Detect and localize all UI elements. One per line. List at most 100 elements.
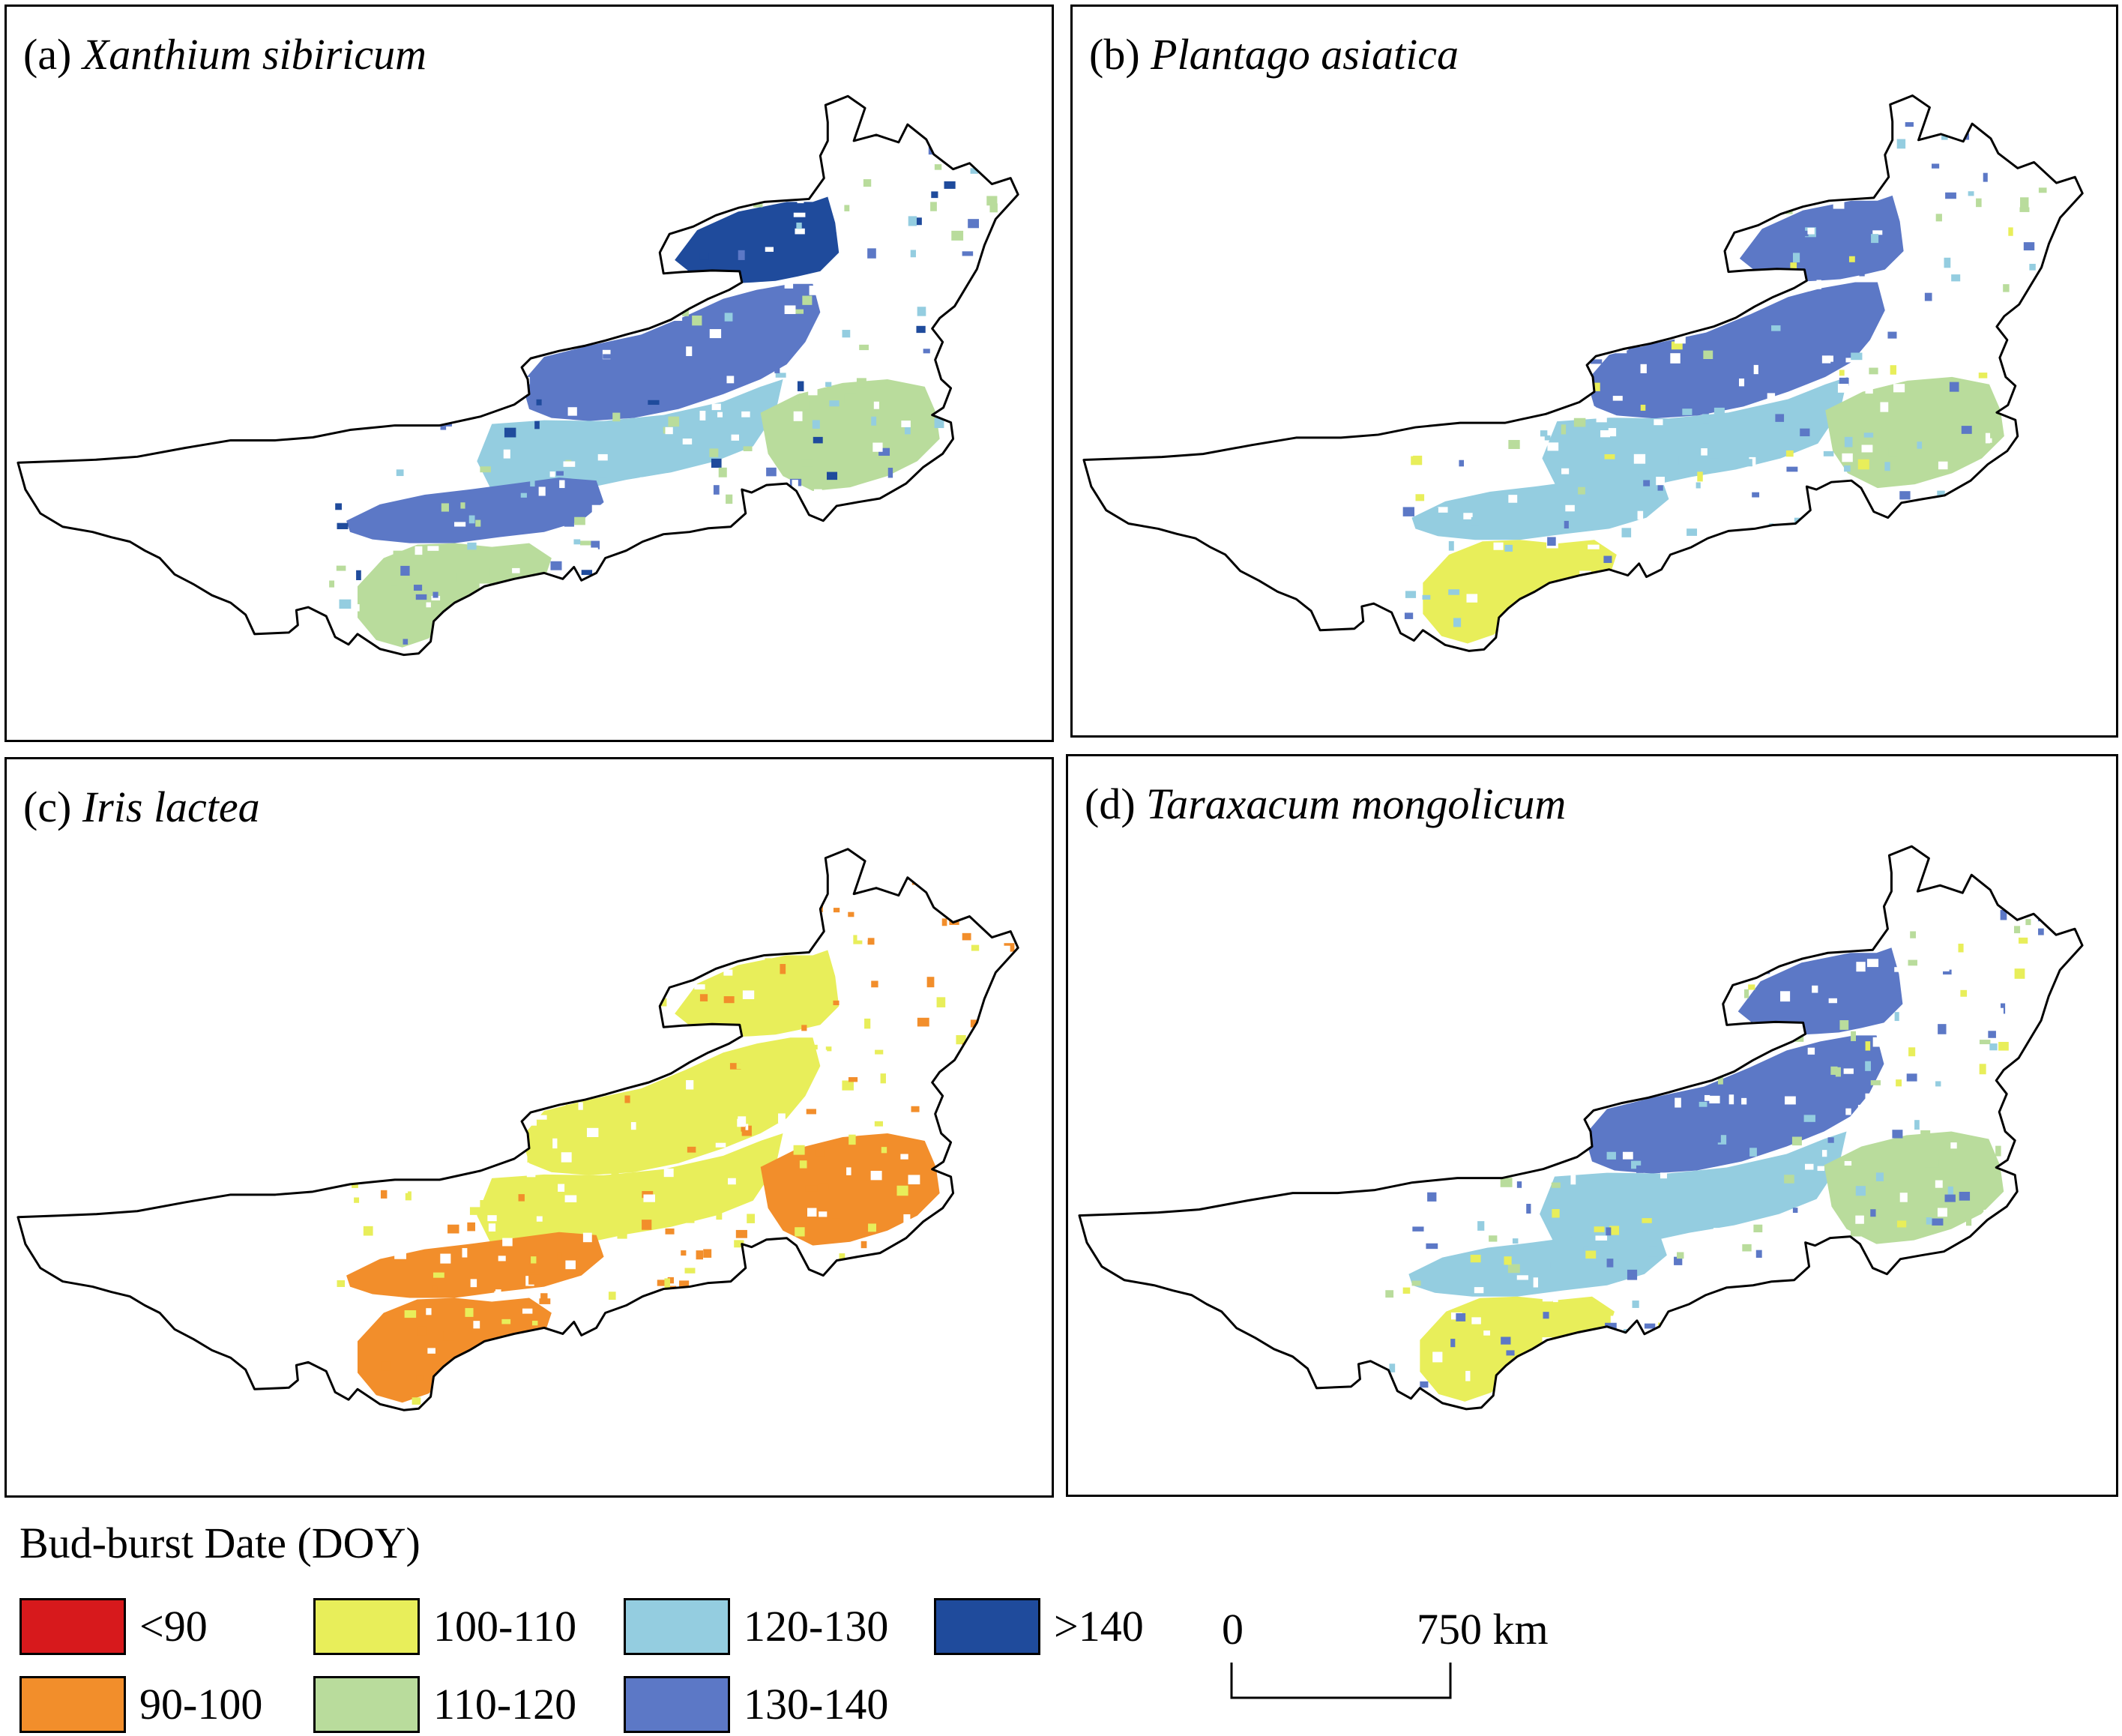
raster-cell [881, 1147, 887, 1154]
raster-cell [906, 956, 918, 963]
raster-cell [363, 1226, 373, 1236]
raster-cell [522, 1363, 530, 1373]
raster-cell [427, 1348, 435, 1354]
raster-cell [1542, 1294, 1553, 1302]
raster-cell [1404, 612, 1414, 619]
raster-cell [1524, 137, 1529, 148]
raster-cell [1485, 382, 1496, 389]
raster-cell [1684, 1030, 1692, 1040]
raster-cell [2027, 505, 2033, 515]
raster-cell [432, 591, 438, 598]
raster-cell [2059, 170, 2071, 177]
raster-cell [1596, 175, 1605, 183]
raster-cell [923, 880, 929, 886]
raster-cell [634, 243, 645, 250]
raster-cell [442, 1162, 449, 1172]
raster-cell [710, 196, 721, 204]
raster-cell [520, 492, 527, 498]
raster-cell [1564, 292, 1573, 298]
map-region-northeast [675, 196, 840, 284]
raster-cell [808, 387, 818, 396]
raster-cell [2062, 225, 2071, 230]
raster-cell [1561, 163, 1573, 169]
raster-cell [1997, 1289, 2002, 1299]
raster-cell [482, 609, 491, 617]
raster-cell [1941, 926, 1947, 936]
raster-cell [322, 459, 329, 465]
raster-cell [916, 325, 926, 334]
raster-cell [623, 583, 629, 593]
raster-cell [1591, 1102, 1601, 1107]
raster-cell [2070, 1376, 2076, 1385]
raster-cell [432, 1272, 444, 1278]
raster-cell [339, 599, 352, 609]
raster-cell [1758, 929, 1769, 940]
raster-cell [1396, 417, 1402, 427]
raster-cell [741, 411, 750, 418]
raster-cell [1844, 1160, 1852, 1166]
raster-cell [1572, 1339, 1580, 1347]
raster-cell [1552, 235, 1558, 244]
raster-cell [1971, 1326, 1983, 1332]
raster-cell [1480, 206, 1490, 216]
raster-cell [532, 975, 540, 980]
raster-cell [840, 124, 845, 133]
raster-cell [765, 558, 770, 569]
raster-cell [389, 195, 397, 202]
raster-cell [969, 1375, 979, 1381]
raster-cell [577, 1037, 583, 1045]
raster-cell [936, 997, 946, 1007]
raster-cell [2057, 554, 2064, 561]
raster-cell [2038, 928, 2044, 935]
raster-cell [706, 181, 718, 191]
raster-cell [394, 1252, 407, 1259]
raster-cell [1633, 453, 1646, 464]
raster-cell [1713, 1228, 1722, 1236]
raster-cell [1855, 1215, 1864, 1224]
raster-cell [1844, 1250, 1854, 1260]
raster-cell [550, 611, 561, 621]
raster-cell [445, 1130, 456, 1136]
scale-bar-max-label: 750 km [1417, 1605, 1549, 1654]
raster-cell [1908, 597, 1916, 606]
raster-cell [1446, 225, 1453, 232]
raster-cell [724, 313, 733, 322]
raster-cell [1875, 1172, 1884, 1181]
raster-cell [1642, 1309, 1651, 1319]
raster-cell [483, 567, 489, 577]
raster-cell [880, 1073, 886, 1084]
raster-cell [767, 579, 774, 587]
raster-cell [1986, 1390, 1998, 1401]
raster-cell [615, 994, 621, 1001]
raster-cell [939, 592, 946, 600]
raster-cell [711, 1389, 723, 1396]
raster-cell [2018, 937, 2028, 944]
raster-cell [1771, 325, 1781, 331]
raster-cell [1865, 1061, 1871, 1071]
raster-cell [648, 400, 660, 406]
raster-cell [548, 533, 556, 539]
raster-cell [1860, 1318, 1872, 1327]
raster-cell [2005, 470, 2012, 480]
raster-cell [825, 136, 838, 142]
raster-cell [1859, 267, 1865, 277]
raster-cell [356, 570, 361, 581]
raster-cell [1615, 610, 1621, 621]
raster-cell [626, 151, 633, 159]
raster-cell [1391, 610, 1398, 619]
raster-cell [1402, 209, 1413, 217]
raster-cell [1465, 1370, 1471, 1381]
raster-cell [881, 579, 891, 588]
raster-cell [1658, 947, 1665, 955]
raster-cell [1604, 298, 1617, 307]
raster-cell [699, 915, 706, 926]
raster-cell [812, 420, 820, 429]
raster-cell [326, 1071, 335, 1082]
raster-cell [1456, 1046, 1465, 1055]
raster-cell [808, 531, 816, 542]
raster-cell [349, 189, 358, 196]
raster-cell [1391, 607, 1399, 615]
raster-cell [1709, 1095, 1720, 1104]
raster-cell [1492, 1139, 1497, 1146]
raster-cell [1703, 1170, 1711, 1178]
